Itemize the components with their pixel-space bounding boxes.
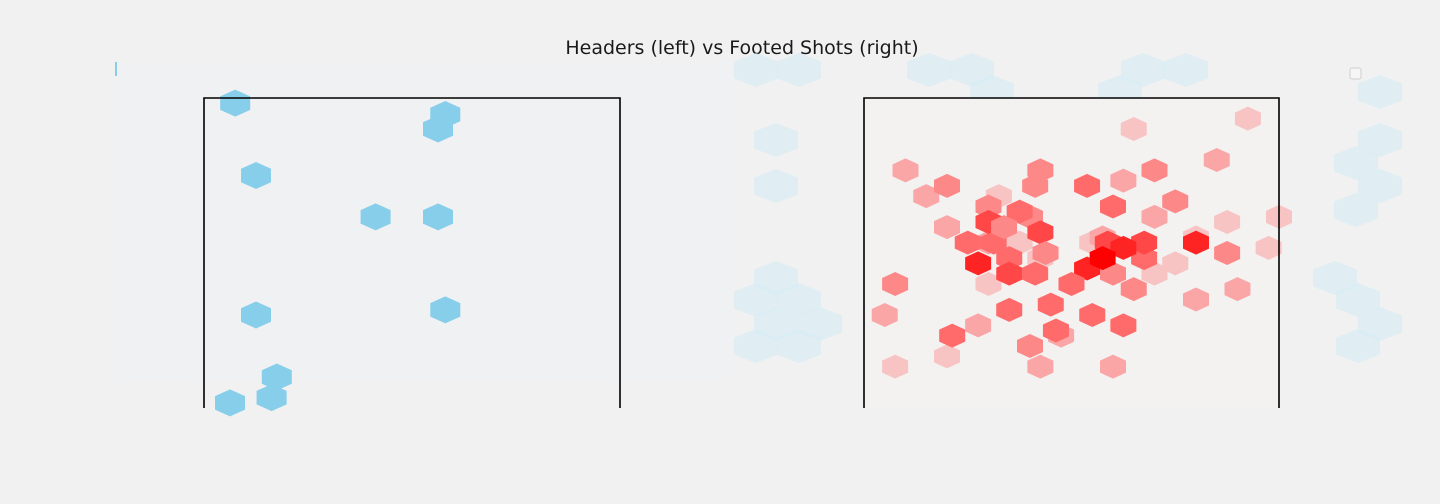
ghost-hex (754, 123, 798, 157)
legend-box (1349, 67, 1362, 80)
shot-hex (975, 272, 1002, 296)
shot-hex (882, 354, 909, 379)
shot-hex (1006, 199, 1033, 224)
shot-hex (996, 297, 1023, 322)
shots-pitch-outline (863, 97, 1280, 408)
shot-hex (1089, 246, 1116, 271)
header-hex (360, 203, 391, 231)
shot-hex (1110, 168, 1137, 193)
shot-hex (1141, 204, 1168, 229)
headers-axis-tick (115, 62, 117, 76)
shot-hex (996, 261, 1023, 286)
headers-pitch-outline (203, 97, 621, 408)
shot-hex (1120, 117, 1147, 141)
header-hex (256, 384, 287, 412)
ghost-hex (1164, 53, 1208, 87)
ghost-hex (798, 307, 842, 341)
chart-title: Headers (left) vs Footed Shots (right) (565, 37, 918, 59)
shot-hex (1224, 277, 1251, 302)
ghost-hex (1121, 53, 1165, 87)
shot-hex (913, 184, 940, 209)
shot-hex (1214, 241, 1241, 265)
shot-hex (1234, 106, 1261, 131)
shot-hex (934, 215, 960, 240)
headers-axes-background (115, 62, 730, 380)
shot-hex (965, 313, 992, 338)
header-hex (430, 101, 461, 129)
shot-hex (975, 194, 1002, 219)
shot-hex (996, 246, 1023, 271)
header-hex (430, 296, 461, 324)
shot-hex (1255, 235, 1282, 260)
header-hex (220, 89, 251, 117)
headers-panel (115, 53, 1402, 417)
ghost-hex (777, 53, 821, 87)
shot-hex (1058, 272, 1085, 296)
shots-pitch-background (864, 98, 1279, 408)
ghost-hex (1358, 307, 1402, 341)
shot-hex (1183, 230, 1209, 255)
shot-hex (1074, 173, 1101, 198)
shot-hex (1214, 210, 1241, 234)
shot-hex (1100, 194, 1126, 219)
shot-hex (1079, 303, 1106, 327)
ghost-hex (1334, 193, 1378, 227)
shot-hex (965, 251, 992, 276)
shot-hex (1183, 287, 1209, 312)
shot-hex (1027, 220, 1054, 245)
shot-hex (1162, 189, 1189, 214)
shot-hex (1042, 318, 1069, 343)
shot-hex (1141, 158, 1168, 183)
ghost-hex (777, 329, 821, 363)
shot-hex (1120, 277, 1147, 302)
shot-hex (1027, 354, 1054, 379)
ghost-hex (777, 283, 821, 317)
shot-hex (1032, 241, 1059, 265)
shot-hex (1110, 313, 1137, 338)
shot-hex (1022, 173, 1049, 198)
shot-hex (934, 344, 960, 369)
shot-hex (1110, 235, 1137, 260)
shot-hex (1131, 230, 1158, 255)
ghost-hex (734, 283, 778, 317)
ghost-hex (734, 329, 778, 363)
shot-hex (954, 230, 981, 255)
shot-hex (882, 272, 909, 296)
ghost-hex (1358, 123, 1402, 157)
footed-shots-panel (863, 67, 1362, 408)
header-hex (423, 203, 453, 231)
shot-hex (892, 158, 919, 183)
ghost-hex (1336, 329, 1380, 363)
ghost-hex (754, 169, 798, 203)
shot-hex (1131, 246, 1158, 271)
shot-hex (939, 323, 966, 348)
ghost-hex (1358, 75, 1402, 109)
ghost-hex (734, 53, 778, 87)
shot-hex (1162, 251, 1189, 276)
shot-hex (991, 215, 1018, 240)
header-hex (241, 162, 271, 189)
ghost-hex (907, 53, 951, 87)
shot-hex (934, 173, 960, 198)
shot-hex (871, 303, 898, 327)
ghost-hex (1313, 261, 1357, 295)
ghost-hex (1358, 169, 1402, 203)
ghost-hex (1334, 146, 1378, 180)
shot-hex (1037, 292, 1064, 317)
header-hex (261, 363, 292, 391)
header-hex (215, 389, 245, 417)
shot-hex (1017, 334, 1043, 358)
ghost-hex (1336, 283, 1380, 317)
shot-hex (1100, 354, 1126, 379)
header-hex (241, 301, 271, 329)
shot-hex (1203, 148, 1230, 172)
shot-hex (1022, 261, 1049, 286)
